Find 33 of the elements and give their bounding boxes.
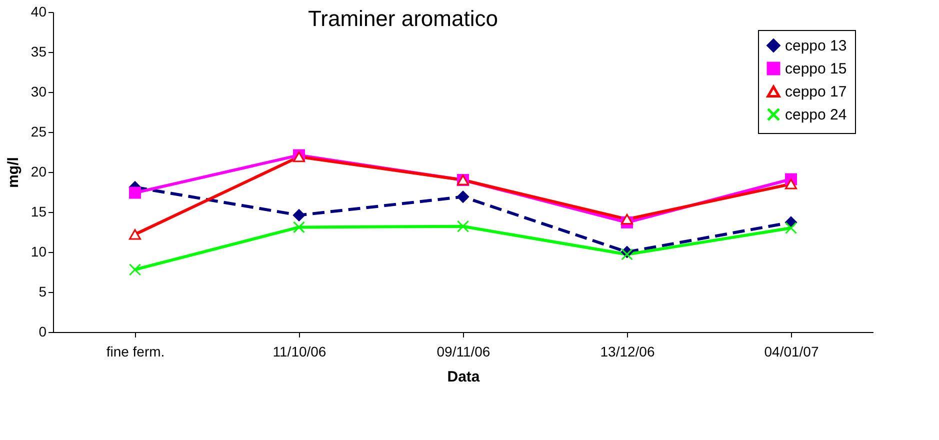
point <box>785 222 797 234</box>
x-tick-label: 04/01/07 <box>764 344 819 360</box>
x-tick-label: 11/10/06 <box>272 344 326 360</box>
point <box>129 186 141 199</box>
x-tick-label: 13/12/06 <box>600 344 655 360</box>
y-tick-label: 10 <box>30 244 47 260</box>
y-tick-label: 35 <box>30 44 47 60</box>
legend-label: ceppo 13 <box>785 38 847 54</box>
legend-label: ceppo 17 <box>785 84 847 100</box>
point <box>621 248 633 260</box>
x-axis-title: Data <box>447 368 480 386</box>
chart-title: Traminer aromatico <box>308 6 498 31</box>
point <box>293 209 305 222</box>
y-tick-label: 40 <box>30 4 47 20</box>
x-tick-label: 09/11/06 <box>436 344 490 360</box>
point <box>293 221 305 234</box>
point <box>457 220 469 232</box>
y-tick-label: 15 <box>30 204 47 220</box>
point <box>621 214 633 224</box>
y-tick-label: 5 <box>38 284 47 300</box>
y-tick-label: 20 <box>30 164 47 180</box>
point <box>293 152 305 162</box>
point <box>457 190 469 203</box>
legend-label: ceppo 24 <box>785 106 847 124</box>
point <box>785 178 797 190</box>
y-tick-label: 25 <box>30 124 47 140</box>
x-tick-label: fine ferm. <box>106 344 165 360</box>
point <box>129 229 141 240</box>
y-tick-label: 30 <box>30 84 47 100</box>
point <box>129 264 141 276</box>
y-axis-title: mg/l <box>4 157 22 188</box>
y-tick-label: 0 <box>38 324 47 340</box>
legend-label: ceppo 15 <box>785 60 847 78</box>
